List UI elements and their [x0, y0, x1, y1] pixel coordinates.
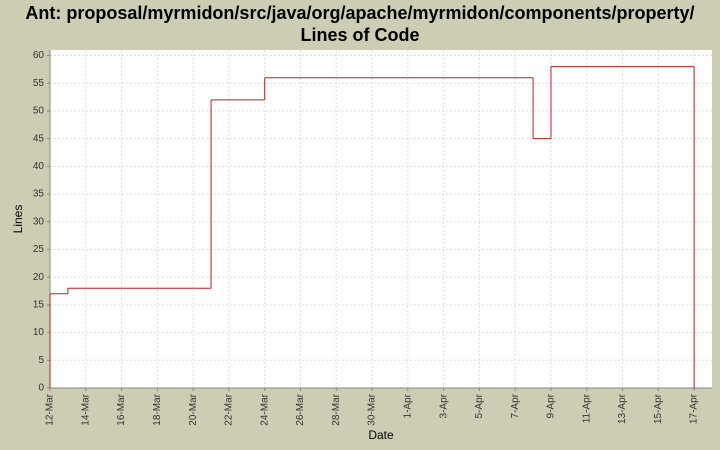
x-tick-label: 17-Apr — [689, 393, 700, 424]
x-tick-label: 28-Mar — [331, 393, 342, 425]
y-tick-label: 10 — [33, 327, 45, 338]
x-tick-label: 9-Apr — [546, 393, 557, 418]
x-axis-label: Date — [368, 428, 394, 442]
x-tick-label: 5-Apr — [474, 393, 485, 418]
chart-title: Ant: proposal/myrmidon/src/java/org/apac… — [25, 3, 694, 23]
y-axis-label: Lines — [11, 205, 25, 234]
x-tick-label: 20-Mar — [188, 393, 199, 425]
y-tick-label: 25 — [33, 244, 45, 255]
x-tick-label: 22-Mar — [224, 393, 235, 425]
x-tick-label: 24-Mar — [259, 393, 270, 425]
x-tick-label: 14-Mar — [80, 393, 91, 425]
y-tick-label: 0 — [38, 383, 44, 394]
x-tick-label: 3-Apr — [438, 393, 449, 418]
x-tick-label: 30-Mar — [367, 393, 378, 425]
y-tick-label: 15 — [33, 300, 45, 311]
x-tick-label: 12-Mar — [45, 393, 56, 425]
plot-area — [50, 50, 712, 388]
y-tick-label: 5 — [38, 355, 44, 366]
chart-subtitle: Lines of Code — [300, 25, 419, 45]
x-tick-label: 16-Mar — [116, 393, 127, 425]
x-tick-label: 26-Mar — [295, 393, 306, 425]
x-tick-label: 7-Apr — [510, 393, 521, 418]
y-tick-label: 55 — [33, 78, 45, 89]
x-tick-label: 18-Mar — [152, 393, 163, 425]
x-tick-label: 1-Apr — [402, 393, 413, 418]
y-tick-label: 35 — [33, 189, 45, 200]
y-tick-label: 30 — [33, 216, 45, 227]
x-tick-label: 11-Apr — [581, 393, 592, 423]
y-tick-label: 45 — [33, 133, 45, 144]
x-tick-label: 13-Apr — [617, 393, 628, 424]
y-tick-label: 50 — [33, 106, 45, 117]
x-tick-label: 15-Apr — [653, 393, 664, 424]
y-tick-label: 20 — [33, 272, 45, 283]
y-tick-label: 60 — [33, 50, 45, 61]
y-tick-label: 40 — [33, 161, 45, 172]
